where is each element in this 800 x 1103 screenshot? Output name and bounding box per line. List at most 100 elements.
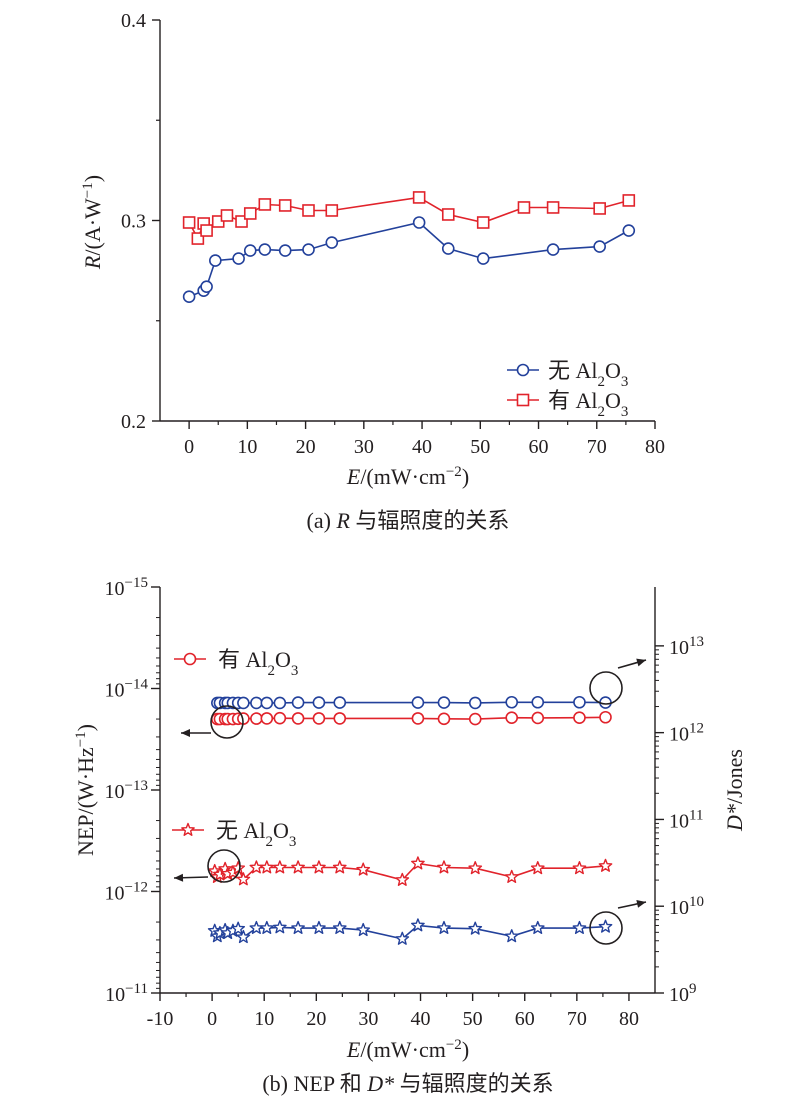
y-tick-label-right: 1012 xyxy=(669,721,704,746)
legend-a1-marker xyxy=(516,393,530,407)
y-tick-label-left: 10−12 xyxy=(105,880,148,905)
series-b1-point xyxy=(411,696,425,709)
series-a1-point xyxy=(278,199,292,212)
series-a1-point xyxy=(191,232,205,245)
callout-circle-nep-bare xyxy=(207,849,241,883)
arrow-left-nep-coated-head xyxy=(181,729,190,737)
series-b0-point xyxy=(333,712,347,725)
series-b0-point xyxy=(291,712,305,725)
series-a1-point xyxy=(546,201,560,214)
series-b0-point xyxy=(505,711,519,725)
y-tick-label-left: 10−13 xyxy=(105,778,148,803)
series-b1-point xyxy=(291,696,305,709)
caption-b: (b) NEP 和 D* 与辐照度的关系 xyxy=(262,1071,553,1096)
series-a0-point xyxy=(278,244,292,257)
x-tick-label: 30 xyxy=(354,436,374,458)
panel-a: 0 10 20 30 40 50 60 70 80 0.2 0.3 0.4 R/(A·W−1) E/(mW… xyxy=(80,10,665,533)
series-b0-point xyxy=(250,712,263,725)
series-b3-point xyxy=(437,920,451,935)
y-tick-label-left: 10−15 xyxy=(105,575,148,600)
series-b1-point xyxy=(333,696,347,709)
series-b3-point xyxy=(411,918,425,932)
series-b1-point xyxy=(260,696,274,710)
x-tick-label: 80 xyxy=(619,1008,639,1030)
arrow-right-d-coated-head xyxy=(636,658,646,667)
x-tick-label: 70 xyxy=(587,436,607,458)
series-a0-point xyxy=(622,224,636,237)
series-b3-point xyxy=(312,920,326,935)
series-b3-line xyxy=(213,924,606,940)
y-axis-label-left: NEP/(W·Hz−1) xyxy=(73,724,98,856)
series-b2-point xyxy=(468,861,483,875)
x-tick-label: 40 xyxy=(411,1008,431,1030)
series-a1-point xyxy=(622,194,636,207)
series-b2-point xyxy=(437,860,451,874)
x-tick-label: 20 xyxy=(306,1008,326,1030)
x-tick-label: 60 xyxy=(529,436,549,458)
series-b3-point xyxy=(572,920,587,935)
y-tick-label-right: 1011 xyxy=(669,807,703,832)
series-a0-point xyxy=(441,242,455,255)
series-b2-point xyxy=(332,860,347,874)
legend-b: 有 Al2O3 无 Al2O3 xyxy=(172,647,298,850)
y-tick-label-right: 1010 xyxy=(669,894,704,919)
series-a0-point xyxy=(593,240,606,253)
arrow-left-nep-bare-head xyxy=(174,873,184,882)
series-b1-point xyxy=(273,696,287,710)
callout-circle-d-coated xyxy=(589,671,623,705)
series-b0-point xyxy=(312,712,326,725)
series-b2-point xyxy=(231,861,246,875)
series-b2-point xyxy=(272,860,287,874)
x-tick-label: 20 xyxy=(296,436,316,458)
series-a0-point xyxy=(232,252,245,265)
y-axis-label-right: D*/Jones xyxy=(722,749,747,832)
x-tick-label: 0 xyxy=(184,436,194,458)
series-a1-point xyxy=(593,202,606,215)
series-b2-point xyxy=(356,862,371,876)
series-a0-line xyxy=(188,221,630,298)
x-tick-label: 10 xyxy=(237,436,257,458)
x-axis-label: E/(mW·cm−2) xyxy=(346,464,469,489)
y-tick-label-right: 109 xyxy=(669,981,697,1006)
series-b3-point xyxy=(598,919,613,933)
series-b1-point xyxy=(437,696,451,709)
series-b1-point xyxy=(312,696,326,709)
series-b3-point xyxy=(236,929,251,944)
series-b3-point xyxy=(530,920,545,935)
series-a0-point xyxy=(412,216,426,229)
series-b1-point xyxy=(573,695,586,709)
y-tick-label-right: 1013 xyxy=(669,634,704,659)
series-a1-point xyxy=(441,208,455,221)
x-axis-label: E/(mW·cm−2) xyxy=(346,1037,469,1062)
callout-circle-nep-coated xyxy=(210,705,244,739)
series-a0-point xyxy=(546,243,560,256)
series-b3-point xyxy=(291,920,305,935)
series-b2-point xyxy=(411,856,425,870)
series-b3-point xyxy=(356,922,371,937)
series-a1-point xyxy=(517,201,531,214)
y-tick-label: 0.3 xyxy=(121,211,146,233)
series-b3-point xyxy=(332,920,347,935)
y-tick-label-left: 10−11 xyxy=(105,981,148,1006)
y-tick-label-left: 10−14 xyxy=(105,677,149,702)
x-tick-label: 40 xyxy=(412,436,432,458)
caption-a: (a) R 与辐照度的关系 xyxy=(307,508,510,533)
series-b3-point xyxy=(395,931,410,945)
y-tick-label: 0.4 xyxy=(121,10,146,32)
series-b2-point xyxy=(236,872,251,886)
series-b3-point xyxy=(468,921,483,935)
arrow-right-d-bare-head xyxy=(636,899,646,908)
x-tick-label: 50 xyxy=(463,1008,483,1030)
legend-b-bare-label: 无 Al2O3 xyxy=(216,818,296,850)
legend-b-coated-label: 有 Al2O3 xyxy=(218,647,298,679)
series-a0-point xyxy=(258,243,272,256)
x-tick-label: 60 xyxy=(515,1008,535,1030)
legend-b-bare-marker xyxy=(181,822,195,836)
series-a1-point xyxy=(476,216,490,229)
series-b0-point xyxy=(468,712,482,726)
panel-b: -10 0 10 20 30 40 50 60 70 80 10−15 10−14 10−13 10−12… xyxy=(73,575,747,1096)
series-b3-point xyxy=(272,920,287,934)
legend-b-coated-marker xyxy=(183,652,197,666)
series-b1-point xyxy=(468,696,482,710)
